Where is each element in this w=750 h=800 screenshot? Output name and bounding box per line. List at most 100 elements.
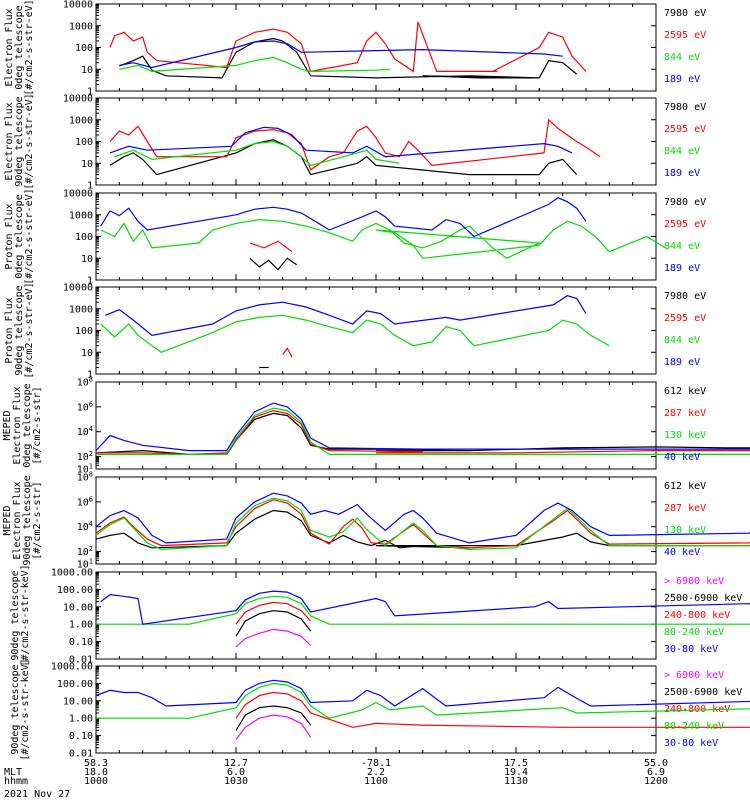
- y-tick-label: 100.00: [57, 679, 93, 690]
- series-line-blue: [95, 679, 750, 707]
- footer-tick-label: 6.0: [227, 767, 245, 778]
- legend-entry: 844 eV: [664, 335, 700, 346]
- y-axis-label: 90deg telescope: [10, 570, 21, 660]
- panel-3: 1 10 100 1000 10000 Proton Flux 0deg telescope…: [4, 188, 706, 286]
- series-line-green: [114, 140, 400, 167]
- legend-entry: 189 eV: [664, 263, 700, 274]
- series-line-blue: [109, 126, 573, 158]
- y-axis-label: 0deg telescope: [14, 194, 25, 278]
- legend-entry: 844 eV: [664, 146, 700, 157]
- series-line-red: [282, 347, 293, 358]
- legend-entry: 7980 eV: [664, 102, 706, 113]
- footer-tick-label: 1100: [364, 776, 388, 787]
- y-axis-label: 90deg telescope: [10, 664, 21, 754]
- series-line-blue: [95, 402, 750, 452]
- panel-8: 0.01 0.10 1.00 10.00 100.00 1000.00 90deg tele…: [10, 658, 750, 761]
- y-tick-label: 1: [87, 87, 93, 98]
- series-line-blue: [100, 197, 587, 238]
- footer-tick-label: 18.0: [84, 767, 108, 778]
- legend-entry: 2595 eV: [664, 313, 706, 324]
- series-line-green: [96, 407, 750, 455]
- footer-tick-label: 19.4: [504, 767, 528, 778]
- y-axis-label: Electron Flux: [4, 102, 15, 180]
- y-tick-label: 10000: [63, 94, 93, 105]
- legend-entry: > 6900 keV: [664, 576, 724, 587]
- footer-tick-label: 12.7: [224, 758, 248, 769]
- y-tick-label: 108: [77, 471, 93, 484]
- footer-tick-label: 1030: [224, 776, 248, 787]
- legend-entry: 189 eV: [664, 357, 700, 368]
- footer-tick-label: -78.1: [361, 758, 391, 769]
- y-tick-label: 100: [75, 326, 93, 337]
- y-axis-label: 90deg telescope: [22, 475, 33, 565]
- series-line-red: [235, 691, 750, 728]
- legend-entry: 30-80 keV: [664, 738, 718, 749]
- series-line-black: [95, 412, 750, 455]
- series-line-blue: [95, 492, 750, 544]
- time-axis-footer: 58.318.0100012.76.01030-78.12.2110017.51…: [4, 758, 668, 800]
- panel-4: 1 10 100 1000 10000 Proton Flux 90deg telescop…: [4, 282, 706, 380]
- footer-tick-label: 58.3: [84, 758, 108, 769]
- y-tick-label: 100: [75, 43, 93, 54]
- footer-row-label: MLT: [4, 767, 22, 778]
- panel-7: 0.01 0.10 1.00 10.00 100.00 1000.00 90deg tele…: [10, 564, 750, 667]
- legend-entry: 287 keV: [664, 408, 706, 419]
- panel-frame: [95, 571, 657, 660]
- series-line-black: [119, 37, 578, 79]
- y-tick-label: 0.10: [69, 637, 93, 648]
- y-tick-label: 101: [77, 558, 93, 571]
- y-axis-label: 90deg telescope: [14, 285, 25, 375]
- panel-frame: [95, 476, 657, 565]
- footer-tick-label: 55.0: [644, 758, 668, 769]
- y-axis-label: [#/cm2-s-str]: [32, 386, 43, 464]
- y-tick-label: 101: [77, 463, 93, 476]
- y-axis-label: Electron Flux: [4, 8, 15, 86]
- y-axis-label: MEPED: [2, 505, 13, 535]
- legend-entry: 80-240 keV: [664, 627, 724, 638]
- y-tick-label: 1000.00: [51, 662, 93, 673]
- series-line-magenta: [235, 714, 312, 740]
- y-tick-label: 10.00: [63, 696, 93, 707]
- legend-entry: 2595 eV: [664, 30, 706, 41]
- legend-entry: 612 keV: [664, 386, 706, 397]
- panel-frame: [95, 192, 657, 281]
- y-axis-label: Proton Flux: [4, 203, 15, 269]
- y-axis-label: [#/cm2-s-str-keV]: [20, 564, 31, 666]
- series-line-red: [235, 601, 312, 625]
- legend-entry: 80-240 keV: [664, 721, 724, 732]
- y-tick-label: 1: [87, 181, 93, 192]
- legend-entry: 7980 eV: [664, 291, 706, 302]
- y-tick-label: 10: [81, 65, 93, 76]
- y-tick-label: 102: [77, 545, 93, 558]
- y-tick-label: 10: [81, 254, 93, 265]
- y-tick-label: 1000: [69, 115, 93, 126]
- y-tick-label: 10000: [63, 0, 93, 11]
- y-tick-label: 1.00: [69, 620, 93, 631]
- y-axis-label: [#/cm2-s-str]: [32, 481, 43, 559]
- legend-entry: 287 keV: [664, 503, 706, 514]
- panel-frame: [95, 97, 657, 186]
- legend-entry: 844 eV: [664, 241, 700, 252]
- series-line-blue: [105, 295, 587, 336]
- legend-entry: 240-800 keV: [664, 610, 730, 621]
- panel-frame: [95, 381, 657, 470]
- y-tick-label: 100: [75, 232, 93, 243]
- y-tick-label: 1: [87, 276, 93, 287]
- y-tick-label: 106: [77, 400, 93, 413]
- panel-frame: [95, 665, 657, 754]
- series-line-green: [96, 595, 750, 625]
- series-line-red: [109, 21, 587, 73]
- legend-entry: 844 eV: [664, 52, 700, 63]
- y-tick-label: 10000: [63, 283, 93, 294]
- legend-entry: 7980 eV: [664, 197, 706, 208]
- y-axis-label: 0deg telescope: [22, 383, 33, 467]
- panels-group: 1 10 100 1000 10000 Electron Flux 0deg telesco…: [2, 0, 750, 761]
- footer-tick-label: 6.9: [647, 767, 665, 778]
- footer-tick-label: 17.5: [504, 758, 528, 769]
- y-tick-label: 108: [77, 376, 93, 389]
- footer-tick-label: 2.2: [367, 767, 385, 778]
- y-tick-label: 102: [77, 450, 93, 463]
- y-tick-label: 10.00: [63, 602, 93, 613]
